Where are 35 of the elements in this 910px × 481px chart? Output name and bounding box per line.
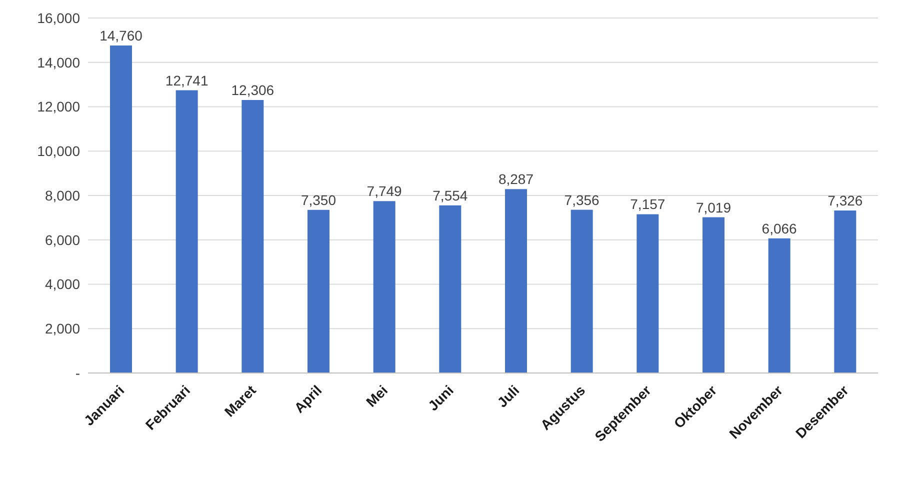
y-tick-label: 12,000 xyxy=(37,98,80,115)
data-label: 6,066 xyxy=(762,220,798,236)
bar xyxy=(308,210,330,373)
bar xyxy=(768,238,790,373)
x-tick-label: Juli xyxy=(494,382,522,410)
data-label: 14,760 xyxy=(100,28,143,44)
x-tick-label: Mei xyxy=(362,382,391,410)
bar xyxy=(110,46,132,373)
y-tick-label: 8,000 xyxy=(44,187,80,204)
data-label: 7,356 xyxy=(564,192,600,208)
y-tick-label: 2,000 xyxy=(44,320,80,337)
y-tick-label: 10,000 xyxy=(37,143,80,160)
bar xyxy=(834,210,856,373)
bar xyxy=(373,201,396,373)
bar xyxy=(636,214,659,373)
y-tick-label: 6,000 xyxy=(44,232,80,248)
y-tick-label: - xyxy=(75,364,80,381)
data-label: 12,306 xyxy=(231,82,274,98)
bar xyxy=(242,100,264,373)
y-tick-label: 14,000 xyxy=(37,54,80,70)
bar xyxy=(570,210,593,373)
data-label: 7,350 xyxy=(300,192,336,208)
bar xyxy=(439,205,462,373)
data-label: 7,326 xyxy=(828,192,863,208)
data-label: 7,749 xyxy=(366,183,402,200)
y-tick-label: 16,000 xyxy=(37,10,80,26)
bar xyxy=(505,189,527,373)
data-label: 7,019 xyxy=(696,199,732,216)
y-tick-label: 4,000 xyxy=(44,276,80,292)
data-label: 12,741 xyxy=(165,72,208,88)
bar xyxy=(702,217,724,373)
data-label: 7,554 xyxy=(432,187,468,204)
data-label: 7,157 xyxy=(630,196,666,212)
bar xyxy=(176,90,198,373)
data-label: 8,287 xyxy=(498,171,534,188)
